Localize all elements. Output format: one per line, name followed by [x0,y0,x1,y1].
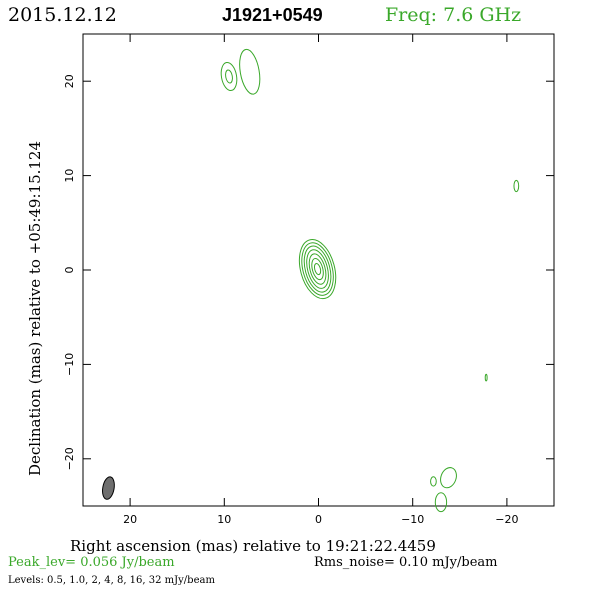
contour-south-spot [484,373,488,382]
plot-frame [82,33,555,507]
x-tick-label: −20 [495,513,518,526]
contour-ring [220,61,238,91]
contour-ring [313,263,322,276]
restoring-beam [102,476,115,500]
contour-ring [306,249,329,289]
rms-noise: Rms_noise= 0.10 mJy/beam [314,555,497,570]
x-tick-label: 20 [123,513,137,526]
axis-ticks [83,34,554,506]
contour-ring [301,242,334,296]
contour-north-blob-a [220,61,238,91]
contour-ring [311,257,324,281]
y-tick-label: −20 [63,447,76,470]
x-tick-label: 10 [217,513,231,526]
x-axis-label: Right ascension (mas) relative to 19:21:… [70,537,436,555]
contour-east-spot [513,179,520,193]
y-tick-label: −10 [63,353,76,376]
y-tick-label: 0 [63,267,76,274]
y-axis-label: Declination (mas) relative to +05:49:15.… [26,141,44,476]
contour-ring [430,476,437,487]
axis-tick-labels: 20 10 0 −10 −20 20 10 0 −10 −20 [63,74,519,526]
contour-ring [298,239,337,300]
observation-date: 2015.12.12 [8,4,117,26]
contour-ring [513,179,520,193]
contour-ring [239,48,261,95]
x-tick-label: −10 [401,513,424,526]
frequency-label: Freq: 7.6 GHz [385,4,521,26]
contour-ring [434,492,448,513]
contour-south-blob-a [440,467,457,489]
y-tick-label: 10 [63,169,76,183]
contour-ring [484,373,488,382]
y-tick-label: 20 [63,74,76,88]
contour-south-blob-c [434,492,448,513]
beam-layer [102,476,115,500]
contour-ring [303,245,332,293]
x-tick-label: 0 [315,513,322,526]
contour-north-blob-b [239,48,261,95]
contour-ring [440,467,457,489]
contour-layer [220,48,520,513]
contour-ring [308,253,327,285]
contour-ring [225,69,233,84]
source-name: J1921+0549 [222,5,323,25]
peak-level: Peak_lev= 0.056 Jy/beam [8,555,175,570]
contour-south-blob-b [430,476,437,487]
contour-core [298,239,337,300]
contour-levels: Levels: 0.5, 1.0, 2, 4, 8, 16, 32 mJy/be… [8,575,215,586]
